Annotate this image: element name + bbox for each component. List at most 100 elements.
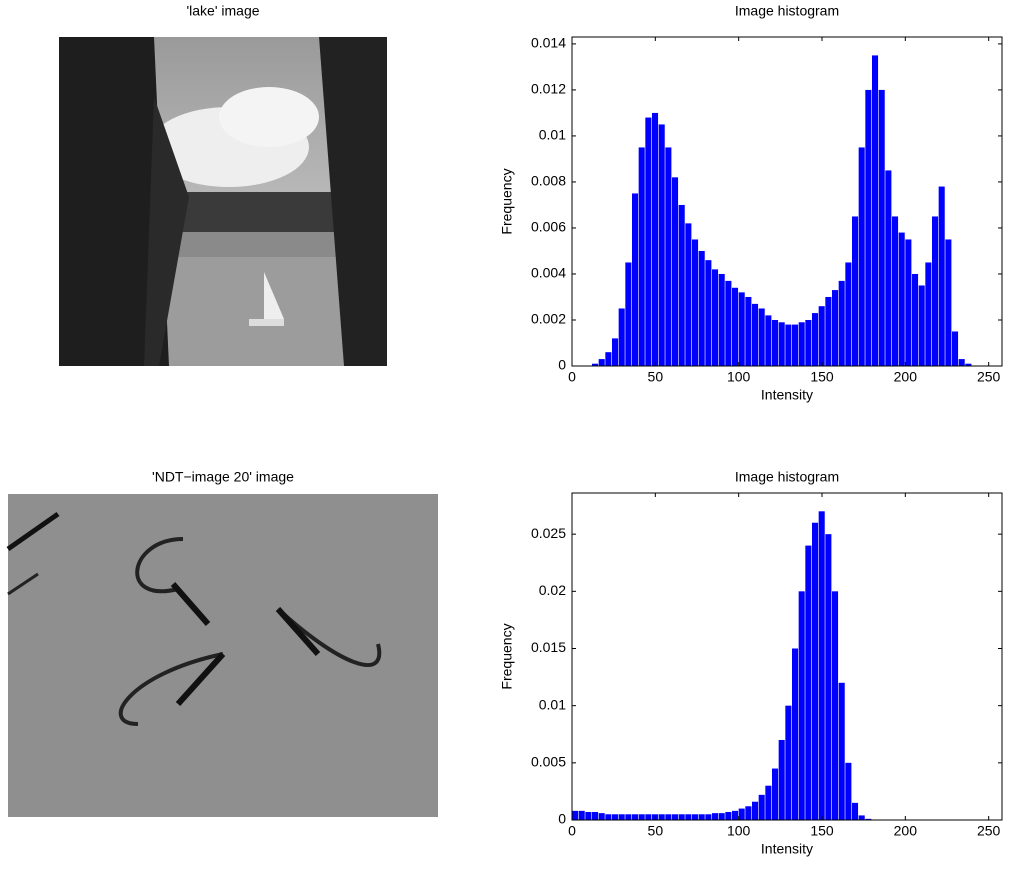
chart-title: Image histogram bbox=[735, 469, 839, 485]
image-title: 'NDT−image 20' image bbox=[152, 469, 294, 485]
histogram-bar bbox=[725, 811, 732, 820]
histogram-bar bbox=[645, 117, 652, 366]
histogram-bar bbox=[632, 193, 639, 366]
histogram-bar bbox=[738, 808, 745, 820]
histogram-bar bbox=[718, 813, 725, 820]
histogram-bar bbox=[805, 545, 812, 820]
axes-box bbox=[571, 36, 1003, 367]
histogram-bar bbox=[885, 170, 892, 366]
histogram-bar bbox=[612, 814, 619, 820]
y-tick-label: 0.012 bbox=[531, 81, 566, 97]
histogram-bar bbox=[772, 319, 779, 366]
histogram-bar bbox=[578, 810, 585, 820]
histogram-bar bbox=[865, 818, 872, 820]
histogram-bar bbox=[605, 352, 612, 366]
histogram-bar bbox=[918, 285, 925, 366]
histogram-bar bbox=[845, 762, 852, 820]
histogram-bar bbox=[625, 262, 632, 366]
histogram-bar bbox=[745, 296, 752, 366]
histogram-bar bbox=[592, 363, 599, 366]
histogram-bar bbox=[932, 216, 939, 366]
histogram-bar bbox=[758, 308, 765, 366]
histogram-bar bbox=[705, 260, 712, 366]
x-tick-label: 200 bbox=[894, 823, 918, 839]
histogram-bar bbox=[778, 739, 785, 820]
histogram-bar bbox=[692, 239, 699, 366]
histogram-bar bbox=[612, 338, 619, 366]
histogram-bar bbox=[912, 273, 919, 366]
histogram-bar bbox=[732, 810, 739, 820]
y-tick-label: 0.005 bbox=[531, 754, 566, 770]
y-tick-label: 0.006 bbox=[531, 219, 566, 235]
histogram-bar bbox=[852, 216, 859, 366]
histogram-bar bbox=[838, 682, 845, 820]
x-axis-label: Intensity bbox=[761, 841, 813, 857]
histogram-bar bbox=[632, 814, 639, 820]
histogram-bar bbox=[718, 273, 725, 366]
histogram-bar bbox=[678, 814, 685, 820]
histogram-bar bbox=[752, 303, 759, 366]
histogram-bar bbox=[905, 239, 912, 366]
y-tick-label: 0.008 bbox=[531, 173, 566, 189]
histogram-bar bbox=[692, 814, 699, 820]
histogram-bar bbox=[798, 591, 805, 820]
histogram-bar bbox=[758, 794, 765, 820]
histogram-bar bbox=[825, 296, 832, 366]
histogram-bar bbox=[638, 814, 645, 820]
histogram-bar bbox=[698, 250, 705, 366]
histogram-bar bbox=[778, 322, 785, 366]
histogram-bar bbox=[925, 262, 932, 366]
y-tick-label: 0.01 bbox=[539, 127, 566, 143]
histogram-bar bbox=[658, 814, 665, 820]
histogram-bar bbox=[572, 810, 579, 820]
lake-image bbox=[59, 37, 387, 366]
axes-box bbox=[571, 492, 1003, 821]
histogram-bar bbox=[638, 147, 645, 366]
histogram-bar bbox=[658, 124, 665, 366]
histogram-bar bbox=[865, 89, 872, 367]
y-tick-label: 0 bbox=[558, 357, 566, 373]
histogram-bar bbox=[818, 511, 825, 820]
y-tick-label: 0.02 bbox=[539, 582, 566, 598]
x-tick-label: 100 bbox=[727, 369, 751, 385]
histogram-bar bbox=[752, 801, 759, 820]
histogram-bar bbox=[745, 806, 752, 820]
histogram-bar bbox=[845, 262, 852, 366]
x-tick-label: 0 bbox=[568, 823, 576, 839]
histogram-bar bbox=[825, 534, 832, 820]
histogram-bar bbox=[858, 147, 865, 366]
histogram-bar bbox=[792, 648, 799, 820]
histogram-bar bbox=[765, 315, 772, 366]
histogram-bar bbox=[665, 147, 672, 366]
histogram-bar bbox=[792, 324, 799, 366]
histogram-bar bbox=[965, 363, 972, 366]
histogram-bar bbox=[652, 112, 659, 366]
histogram-bar bbox=[772, 768, 779, 820]
histogram-bar bbox=[832, 290, 839, 366]
histogram-bar bbox=[872, 55, 879, 367]
histogram-bar bbox=[738, 292, 745, 366]
histogram-bar bbox=[852, 802, 859, 820]
histogram-bar bbox=[712, 813, 719, 820]
x-tick-label: 200 bbox=[894, 369, 918, 385]
y-tick-label: 0.002 bbox=[531, 311, 566, 327]
y-tick-label: 0 bbox=[558, 811, 566, 827]
y-tick-label: 0.015 bbox=[531, 639, 566, 655]
histogram-bar bbox=[705, 814, 712, 820]
histogram-bar bbox=[878, 89, 885, 367]
x-tick-label: 50 bbox=[648, 369, 664, 385]
histogram-bar bbox=[812, 313, 819, 366]
histogram-bar bbox=[685, 814, 692, 820]
histogram-bar bbox=[958, 359, 965, 366]
histogram-bar bbox=[618, 308, 625, 366]
y-axis-label: Frequency bbox=[499, 168, 515, 234]
histogram-bar bbox=[945, 239, 952, 366]
image-title: 'lake' image bbox=[186, 3, 259, 19]
histogram-bar bbox=[712, 269, 719, 366]
histogram-bar bbox=[838, 280, 845, 366]
histogram-bar bbox=[698, 814, 705, 820]
histogram-bar bbox=[585, 811, 592, 820]
x-tick-label: 250 bbox=[977, 823, 1001, 839]
x-tick-label: 50 bbox=[648, 823, 664, 839]
